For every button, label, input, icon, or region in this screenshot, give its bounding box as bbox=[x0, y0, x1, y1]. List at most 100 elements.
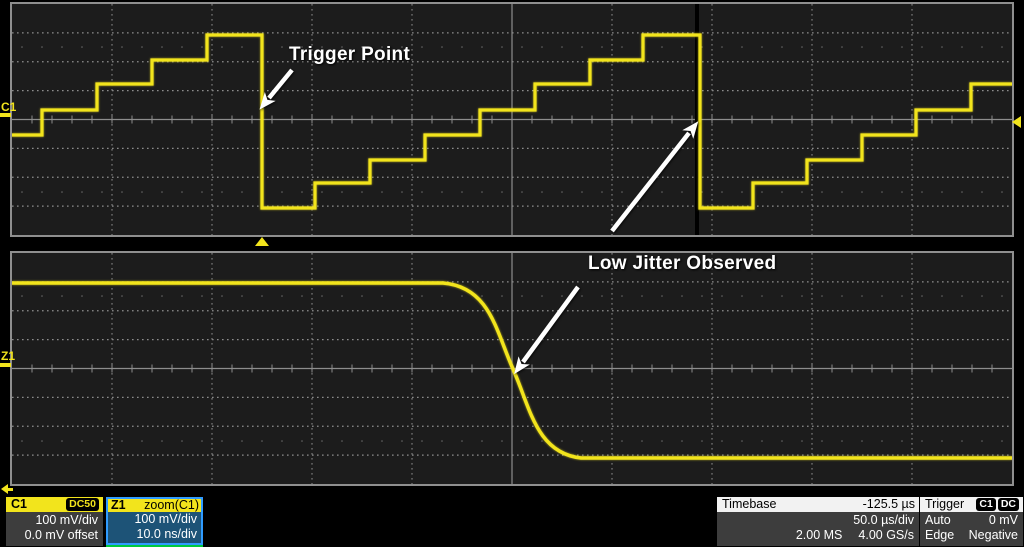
grid-dot bbox=[901, 191, 903, 193]
grid-dot bbox=[421, 295, 423, 297]
grid-dot bbox=[861, 191, 863, 193]
grid-dot bbox=[221, 295, 223, 297]
grid-dot bbox=[901, 46, 903, 48]
timebase-title: Timebase bbox=[722, 497, 777, 511]
grid-dot bbox=[801, 440, 803, 442]
grid-dot bbox=[581, 191, 583, 193]
grid-dot bbox=[221, 440, 223, 442]
grid-dot bbox=[821, 295, 823, 297]
z1-trace-label: Z1 bbox=[1, 349, 16, 363]
grid-dot bbox=[641, 440, 643, 442]
grid-dot bbox=[1001, 191, 1003, 193]
c1-ground-marker[interactable] bbox=[0, 113, 11, 117]
grid-dot bbox=[141, 46, 143, 48]
grid-dot bbox=[781, 191, 783, 193]
c1-descriptor-header: C1 DC50 bbox=[6, 497, 103, 512]
c1-descriptor-box[interactable]: C1 DC50 100 mV/div 0.0 mV offset bbox=[6, 497, 103, 546]
grid-dot bbox=[1001, 440, 1003, 442]
grid-dot bbox=[81, 191, 83, 193]
grid-dot bbox=[241, 46, 243, 48]
grid-dot bbox=[661, 295, 663, 297]
grid-dot bbox=[781, 295, 783, 297]
grid-dot bbox=[521, 191, 523, 193]
grid-dot bbox=[461, 295, 463, 297]
grid-dot bbox=[561, 295, 563, 297]
grid-dot bbox=[981, 191, 983, 193]
z1-vertical-scale: 100 mV/div bbox=[134, 512, 197, 526]
zoom-waveform-svg bbox=[12, 253, 1012, 484]
z1-descriptor-box[interactable]: Z1 zoom(C1) 100 mV/div 10.0 ns/div bbox=[106, 497, 203, 545]
grid-dot bbox=[1001, 295, 1003, 297]
grid-dot bbox=[181, 295, 183, 297]
grid-dot bbox=[141, 191, 143, 193]
grid-dot bbox=[901, 440, 903, 442]
zoom-region-line[interactable] bbox=[695, 4, 699, 235]
grid-dot bbox=[281, 191, 283, 193]
pretrigger-offscreen-arrow[interactable] bbox=[1, 484, 14, 494]
grid-dot bbox=[341, 46, 343, 48]
z1-waveform-trace bbox=[12, 281, 1012, 460]
c1-waveform-trace bbox=[12, 33, 1012, 210]
grid-dot bbox=[961, 440, 963, 442]
grid-dot bbox=[441, 295, 443, 297]
grid-dot bbox=[321, 295, 323, 297]
grid-dot bbox=[181, 191, 183, 193]
grid-dot bbox=[561, 191, 563, 193]
grid-dot bbox=[301, 191, 303, 193]
z1-horizontal-scale: 10.0 ns/div bbox=[136, 527, 197, 541]
timebase-descriptor-box[interactable]: Timebase -125.5 µs 50.0 µs/div 2.00 MS 4… bbox=[717, 497, 919, 546]
trigger-header: Trigger C1 DC bbox=[920, 497, 1023, 512]
grid-dot bbox=[541, 440, 543, 442]
grid-dot bbox=[681, 46, 683, 48]
grid-dot bbox=[841, 46, 843, 48]
grid-dot bbox=[301, 46, 303, 48]
trigger-slope: Negative bbox=[968, 528, 1018, 542]
main-graticule-panel bbox=[10, 2, 1014, 237]
trigger-mode: Auto bbox=[925, 513, 951, 527]
grid-dot bbox=[621, 191, 623, 193]
grid-dot bbox=[101, 295, 103, 297]
grid-dot bbox=[61, 46, 63, 48]
grid-dot bbox=[121, 295, 123, 297]
annotation-arrow bbox=[610, 121, 699, 233]
grid-dot bbox=[661, 191, 663, 193]
grid-dot bbox=[461, 46, 463, 48]
grid-dot bbox=[161, 191, 163, 193]
grid-dot bbox=[281, 295, 283, 297]
grid-dot bbox=[821, 191, 823, 193]
main-waveform-svg bbox=[12, 4, 1012, 235]
grid-dot bbox=[21, 191, 23, 193]
trigger-descriptor-box[interactable]: Trigger C1 DC Auto 0 mV Edge Negative bbox=[920, 497, 1023, 546]
grid-dot bbox=[921, 295, 923, 297]
grid-dot bbox=[661, 46, 663, 48]
timebase-header: Timebase -125.5 µs bbox=[717, 497, 919, 512]
grid-dot bbox=[981, 46, 983, 48]
trigger-body: Auto 0 mV Edge Negative bbox=[920, 512, 1023, 546]
grid-dot bbox=[401, 440, 403, 442]
grid-dot bbox=[821, 46, 823, 48]
grid-dot bbox=[41, 46, 43, 48]
grid-dot bbox=[401, 295, 403, 297]
trigger-position-marker[interactable] bbox=[255, 237, 269, 246]
grid-dot bbox=[481, 46, 483, 48]
grid-dot bbox=[521, 46, 523, 48]
z1-ground-marker[interactable] bbox=[0, 363, 11, 367]
trigger-level: 0 mV bbox=[988, 513, 1018, 527]
c1-trace-label: C1 bbox=[1, 100, 17, 114]
grid-dot bbox=[321, 46, 323, 48]
grid-dot bbox=[661, 440, 663, 442]
grid-dot bbox=[581, 440, 583, 442]
grid-dot bbox=[881, 191, 883, 193]
timebase-delay: -125.5 µs bbox=[862, 497, 915, 511]
grid-dot bbox=[381, 295, 383, 297]
trigger-level-marker[interactable] bbox=[1012, 116, 1021, 128]
grid-dot bbox=[401, 191, 403, 193]
grid-dot bbox=[441, 440, 443, 442]
trigger-source-badge: C1 bbox=[976, 498, 996, 511]
grid-dot bbox=[861, 46, 863, 48]
grid-dot bbox=[101, 440, 103, 442]
grid-dot bbox=[921, 440, 923, 442]
grid-dot bbox=[341, 440, 343, 442]
grid-dot bbox=[681, 295, 683, 297]
grid-dot bbox=[21, 295, 23, 297]
